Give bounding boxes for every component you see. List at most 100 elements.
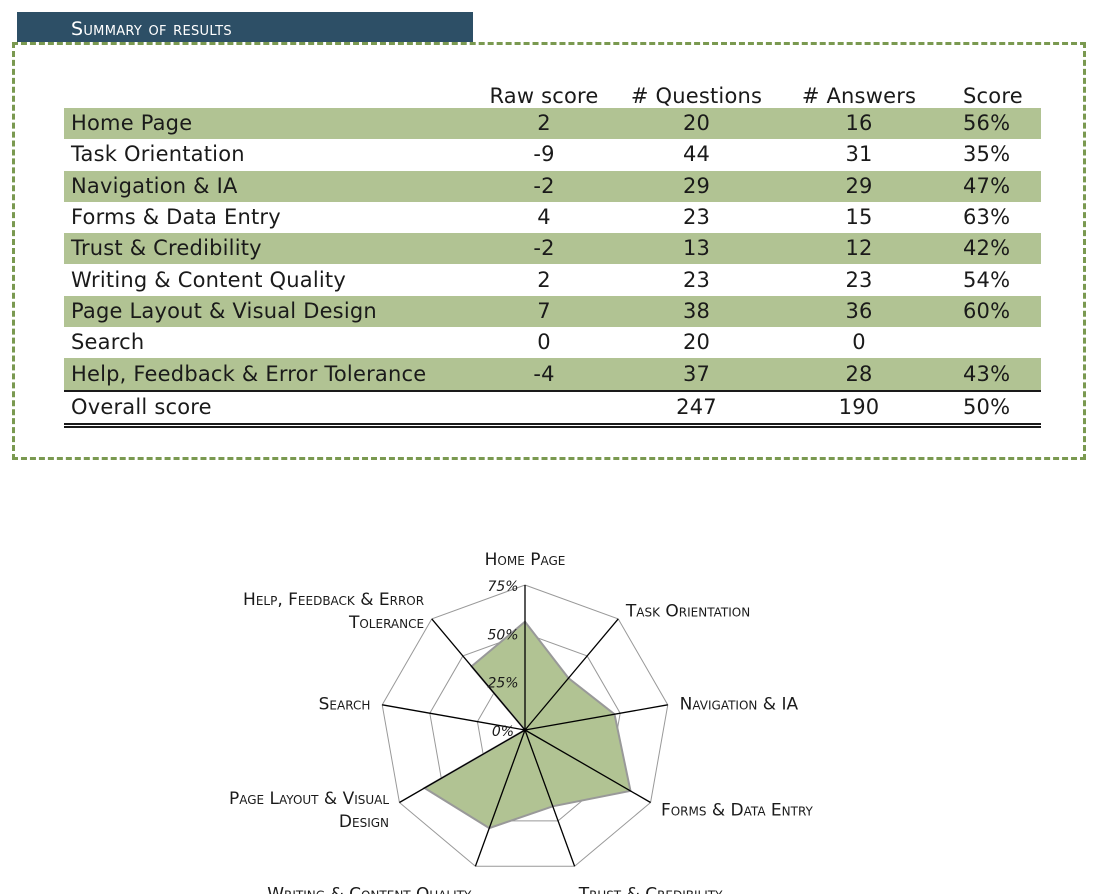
row-score: 56% [939,108,1041,140]
row-score: 42% [939,233,1041,265]
row-questions: 20 [682,330,711,355]
category-label-line: Help, Feedback & Error [243,590,424,610]
row-answers: 36 [779,295,939,328]
row-answers: 31 [845,142,873,167]
row-raw-score: 2 [537,267,551,292]
row-raw-score: -2 [474,170,614,202]
table-row: Help, Feedback & Error Tolerance -4 37 28 43… [64,358,1041,391]
column-header-raw-score: Raw score [489,84,599,108]
row-category: Search [71,330,145,355]
row-questions: 20 [614,108,779,140]
category-label-line: Navigation & IA [680,695,799,715]
category-label: Page Layout & Visual Design [229,789,389,832]
total-category: Overall score [64,389,474,428]
total-score: 50% [939,389,1041,428]
category-label-line: Page Layout & Visual [229,789,389,809]
category-label: Trust & Credibility [578,885,723,894]
tick-label: 75% [487,579,518,595]
column-header-category [64,78,474,108]
row-score: 60% [939,295,1041,328]
table-row: Home Page 2 20 16 56% [64,108,1041,140]
category-label: Navigation & IA [680,695,799,715]
row-score: 54% [963,267,1011,292]
row-score: 63% [963,205,1011,230]
table-header-row: Raw score # Questions # Answers Score [64,78,1041,108]
category-label: Help, Feedback & Error Tolerance [243,590,424,633]
category-label-line: Design [339,812,389,832]
category-label: Search [319,695,371,715]
row-score: 35% [963,142,1011,167]
axis-line [524,704,668,731]
row-questions: 37 [614,358,779,391]
row-answers: 12 [779,233,939,265]
table-row: Trust & Credibility -2 13 12 42% [64,233,1041,265]
axis-line [474,729,526,867]
row-answers: 0 [852,330,866,355]
total-answers: 190 [779,389,939,428]
row-raw-score: 2 [474,108,614,140]
category-label-line: Writing & Content Quality [267,885,472,894]
category-label-line: Home Page [485,550,566,570]
row-category: Writing & Content Quality [71,267,346,292]
table-row: Forms & Data Entry 4 23 15 63% [64,202,1041,233]
row-questions: 44 [682,142,711,167]
radar-chart: 0% 25% 50% 75% Home Page Task Orientation Navi… [229,550,814,894]
row-category: Forms & Data Entry [71,205,281,230]
row-category: Help, Feedback & Error Tolerance [64,358,474,391]
table-row: Navigation & IA -2 29 29 47% [64,170,1041,202]
category-label: Home Page [485,550,566,570]
results-frame [12,42,1086,460]
category-label-line: Trust & Credibility [578,885,723,894]
row-raw-score: 7 [474,295,614,328]
row-answers: 29 [779,170,939,202]
axis-line [524,618,619,731]
row-raw-score: -9 [533,142,555,167]
category-label: Task Orientation [625,602,750,622]
row-questions: 38 [614,295,779,328]
category-label-line: Forms & Data Entry [661,801,814,821]
category-label-line: Tolerance [348,613,424,633]
row-raw-score: -2 [474,233,614,265]
total-raw-score [474,389,614,428]
tick-label: 25% [487,676,518,692]
row-score: 47% [939,170,1041,202]
axis-line [524,729,651,804]
row-questions: 13 [614,233,779,265]
data-series-area [422,620,632,830]
axis-line [431,618,526,731]
table-row: Search 0 20 0 [64,327,1041,358]
row-category: Page Layout & Visual Design [64,295,474,328]
row-raw-score: 0 [537,330,551,355]
section-title: Summary of results [17,12,473,42]
category-label: Forms & Data Entry [661,801,814,821]
category-label-line: Task Orientation [625,602,750,622]
row-questions: 23 [682,267,711,292]
axis-line [382,704,526,731]
results-table: Raw score # Questions # Answers Score Ho… [64,78,1041,428]
column-header-score: Score [963,84,1023,108]
axis-line [399,729,526,804]
row-raw-score: -4 [474,358,614,391]
table-row: Page Layout & Visual Design 7 38 36 60% [64,295,1041,328]
row-questions: 29 [614,170,779,202]
column-header-questions: # Questions [630,84,763,108]
row-category: Task Orientation [71,142,245,167]
row-category: Home Page [64,108,474,140]
table-row: Task Orientation -9 44 31 35% [64,139,1041,170]
row-answers: 28 [779,358,939,391]
table-row: Writing & Content Quality 2 23 23 54% [64,264,1041,295]
category-label: Writing & Content Quality [267,885,472,894]
row-score [939,327,1041,358]
grid-ring [429,632,621,822]
row-raw-score: 4 [537,205,551,230]
row-answers: 23 [845,267,873,292]
row-score: 43% [939,358,1041,391]
grid-ring [381,584,669,867]
row-questions: 23 [682,205,711,230]
row-category: Navigation & IA [64,170,474,202]
total-questions: 247 [614,389,779,428]
column-header-answers: # Answers [801,84,917,108]
total-row: Overall score 247 190 50% [64,389,1041,428]
row-category: Trust & Credibility [64,233,474,265]
tick-label: 50% [487,627,518,643]
